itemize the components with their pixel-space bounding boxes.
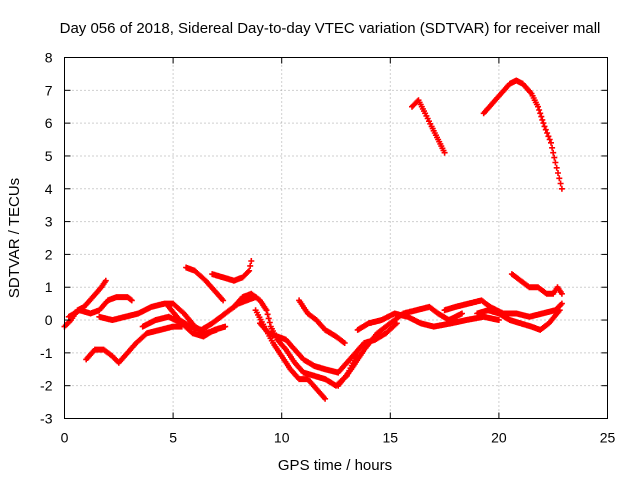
data-point-marks — [508, 271, 565, 297]
data-point-marks — [409, 97, 448, 156]
data-point-marks — [209, 258, 255, 284]
data-point-marks — [61, 277, 109, 330]
x-axis-label: GPS time / hours — [278, 457, 392, 474]
x-tick-label: 5 — [169, 430, 177, 446]
series-arc-17 — [474, 307, 563, 333]
x-tick-label: 25 — [600, 430, 616, 446]
y-tick-label: 4 — [45, 181, 53, 197]
series-arc-8 — [209, 258, 255, 284]
data-point-marks — [296, 297, 348, 346]
x-tick-label: 10 — [274, 430, 290, 446]
data-points — [61, 77, 565, 402]
y-tick-label: -3 — [40, 411, 53, 427]
x-tick-label: 15 — [383, 430, 399, 446]
x-tick-label: 20 — [491, 430, 507, 446]
data-point-marks — [354, 310, 502, 333]
series-arc-14 — [354, 310, 502, 333]
y-axis-label: SDTVAR / TECUs — [6, 178, 23, 298]
series-arc-5 — [139, 313, 229, 340]
y-tick-label: 5 — [45, 148, 53, 164]
series-arc-12 — [296, 297, 348, 346]
data-point-marks — [183, 264, 227, 304]
y-tick-label: 6 — [45, 115, 53, 131]
grid-lines — [64, 57, 608, 419]
chart-title: Day 056 of 2018, Sidereal Day-to-day VTE… — [60, 20, 601, 37]
series-arc-2 — [65, 294, 135, 320]
data-point-marks — [474, 307, 563, 333]
y-tick-label: 0 — [45, 312, 53, 328]
y-tick-label: 7 — [45, 82, 53, 98]
series-arc-13 — [335, 303, 465, 389]
series-arc-1 — [61, 277, 109, 330]
x-tick-label: 0 — [61, 430, 69, 446]
data-point-marks — [139, 313, 229, 340]
series-arc-15 — [409, 97, 448, 156]
y-tick-label: -1 — [40, 345, 53, 361]
series-arc-18 — [480, 77, 565, 192]
data-point-marks — [335, 303, 465, 389]
series-arc-3 — [83, 323, 185, 366]
axis-ticks: 0 5 10 15 20 25 -3 -2 -1 0 1 2 3 4 5 6 7 8 — [40, 50, 615, 446]
data-point-marks — [65, 294, 135, 320]
data-point-marks — [96, 300, 220, 337]
series-arc-19 — [508, 271, 565, 297]
y-tick-label: 3 — [45, 214, 53, 230]
series-arc-7 — [183, 264, 227, 304]
data-point-marks — [83, 323, 185, 366]
y-tick-label: 2 — [45, 246, 53, 262]
plot-frame — [64, 57, 608, 419]
y-tick-label: 1 — [45, 279, 53, 295]
data-point-marks — [480, 77, 565, 192]
y-tick-label: 8 — [45, 50, 53, 66]
series-arc-4 — [96, 300, 220, 337]
y-tick-label: -2 — [40, 378, 53, 394]
